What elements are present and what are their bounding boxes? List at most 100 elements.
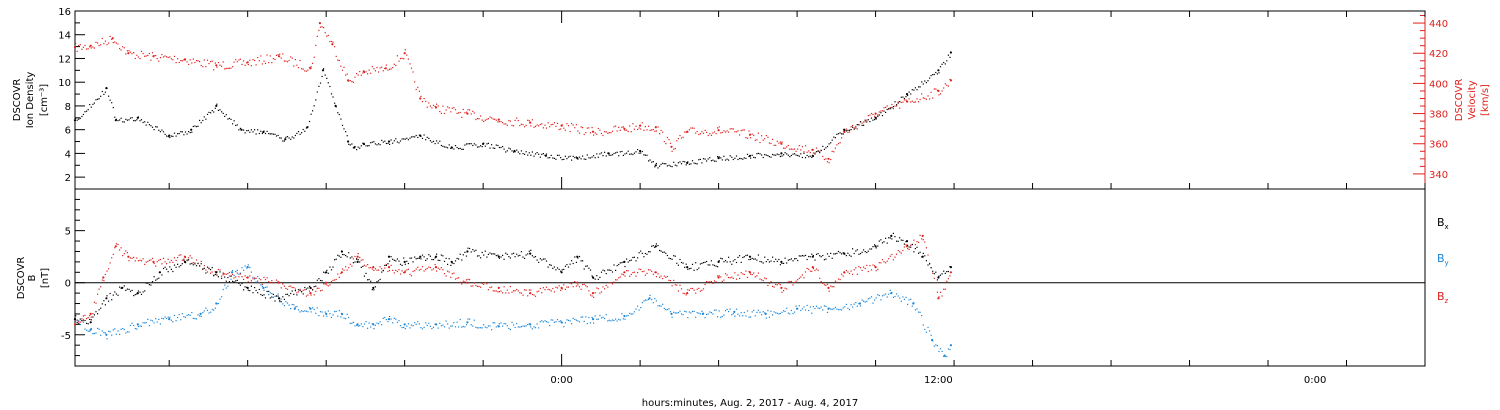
velocity-trace-dot (721, 131, 723, 134)
by-trace-dot (599, 314, 601, 317)
by-trace-dot (137, 325, 139, 328)
velocity-trace-dot (268, 62, 270, 64)
bz-trace-dot (283, 285, 285, 287)
density-trace-dot (296, 132, 298, 134)
bx-trace-dot (412, 261, 414, 263)
bx-trace-dot (660, 250, 662, 252)
bz-trace-dot (534, 295, 537, 297)
velocity-trace-dot (794, 148, 796, 150)
by-trace-dot (351, 322, 353, 324)
by-trace-dot (123, 328, 125, 331)
velocity-trace-dot (723, 130, 725, 132)
by-trace-dot (596, 318, 598, 320)
velocity-trace-dot (428, 102, 430, 104)
bz-trace-dot (133, 256, 135, 258)
velocity-trace-dot (610, 132, 612, 134)
bx-trace-dot (804, 254, 807, 256)
density-trace-dot (833, 136, 835, 138)
density-trace-dot (652, 161, 654, 163)
bz-trace-dot (833, 286, 835, 288)
bz-trace-dot (249, 275, 251, 277)
density-trace-dot (131, 117, 133, 119)
bz-trace-dot (530, 289, 532, 291)
by-trace-dot (754, 315, 756, 317)
by-trace-dot (498, 323, 500, 325)
by-trace-dot (448, 327, 450, 329)
by-trace-dot (464, 326, 466, 328)
density-trace-dot (374, 143, 376, 145)
bx-trace-dot (426, 258, 428, 260)
density-trace-dot (629, 153, 631, 155)
velocity-trace-dot (326, 35, 328, 37)
density-trace-dot (343, 128, 345, 130)
bz-trace-dot (462, 280, 464, 282)
bz-point (387, 266, 391, 269)
bz-trace-dot (726, 274, 728, 276)
by-trace-dot (327, 310, 329, 312)
density-trace-dot (134, 120, 136, 122)
bx-trace-dot (478, 255, 480, 257)
bz-point (466, 281, 469, 284)
bz-trace-dot (440, 267, 442, 269)
density-ytick-label: 6 (65, 126, 71, 137)
velocity-trace-dot (362, 72, 364, 74)
by-trace-dot (250, 271, 252, 273)
by-trace-dot (517, 326, 519, 328)
velocity-point (686, 130, 689, 133)
bx-trace-dot (221, 277, 223, 279)
by-trace-dot (936, 345, 938, 347)
by-trace-dot (801, 308, 803, 310)
density-trace-dot (173, 132, 176, 134)
by-trace-dot (117, 330, 119, 332)
bx-trace-dot (618, 263, 620, 266)
bz-trace-dot (370, 267, 372, 269)
density-trace-dot (669, 165, 672, 167)
density-trace-dot (572, 155, 574, 157)
by-trace-dot (340, 316, 342, 318)
by-trace-dot (487, 325, 489, 327)
velocity-trace-dot (194, 61, 196, 64)
velocity-trace-dot (949, 78, 951, 81)
bx-trace-dot (638, 252, 640, 254)
bx-trace-dot (762, 262, 764, 264)
by-trace-dot (814, 307, 816, 310)
density-trace-dot (478, 146, 480, 148)
bz-trace-dot (489, 286, 491, 289)
bx-trace-dot (654, 246, 656, 248)
density-trace-dot (500, 146, 502, 149)
bx-point (121, 286, 124, 289)
density-trace-dot (794, 153, 796, 155)
velocity-point (560, 124, 563, 127)
by-point (309, 307, 312, 310)
velocity-trace-dot (453, 107, 455, 109)
bx-point (560, 271, 563, 274)
density-point (347, 140, 350, 143)
velocity-trace-dot (181, 60, 183, 62)
bx-trace-dot (574, 256, 576, 258)
velocity-trace-dot (277, 54, 279, 56)
velocity-trace-dot (819, 150, 821, 152)
magnetic-x-ticks (168, 354, 1426, 366)
density-trace-dot (677, 162, 679, 164)
bz-trace-dot (608, 282, 610, 284)
bz-trace-dot (330, 281, 333, 283)
by-trace-dot (184, 316, 187, 318)
density-trace-dot (407, 139, 409, 141)
bx-trace-dot (820, 256, 822, 258)
bz-trace-dot (822, 282, 824, 284)
by-trace-dot (285, 301, 287, 303)
velocity-trace-dot (89, 46, 91, 48)
velocity-trace-dot (167, 56, 169, 59)
by-trace-dot (765, 317, 767, 319)
by-trace-dot (115, 333, 117, 335)
by-trace-dot (139, 325, 141, 327)
bz-trace-dot (321, 289, 323, 291)
density-trace-dot (161, 129, 163, 131)
by-trace-dot (316, 307, 318, 309)
velocity-point (384, 67, 387, 70)
density-trace-dot (613, 152, 615, 155)
bx-trace-dot (567, 266, 570, 268)
density-trace-dot (170, 135, 172, 137)
bx-trace-dot (126, 288, 128, 290)
bz-trace-dot (834, 280, 836, 282)
